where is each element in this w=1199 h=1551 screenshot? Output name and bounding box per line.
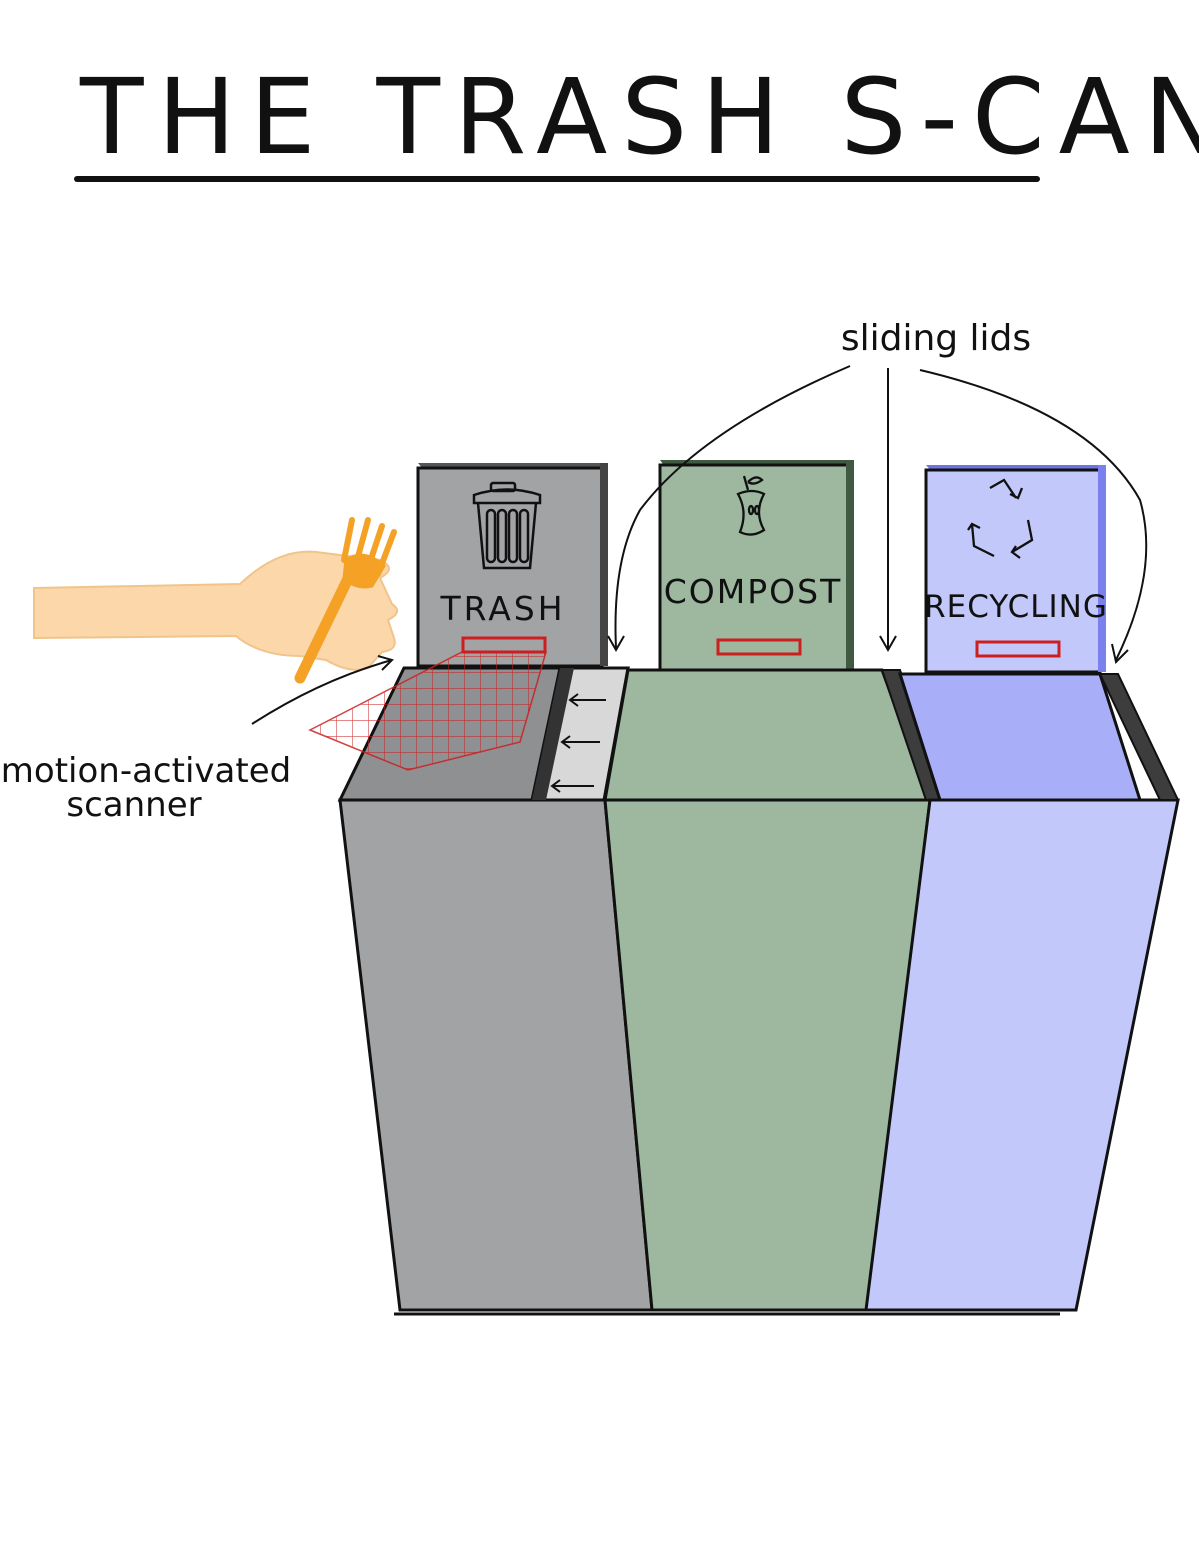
trash-back-panel — [416, 463, 608, 668]
fork-icon — [294, 517, 397, 684]
page-title: THE TRASH S-CAN — [80, 56, 1199, 178]
recycling-bin-body — [864, 672, 1180, 1312]
sliding-lids-annotation: sliding lids — [841, 318, 1031, 359]
scanner-beam — [308, 651, 547, 771]
compost-back-panel — [658, 460, 854, 673]
recycling-back-panel — [924, 465, 1106, 674]
trash-bin-body — [337, 666, 654, 1312]
trash-label: TRASH — [439, 589, 565, 628]
sliding-lids-arrows — [607, 365, 1148, 664]
recycling-slot — [975, 640, 1061, 658]
compost-bin-body — [603, 668, 946, 1312]
scanner-annotation-line1: motion-activated — [1, 751, 291, 791]
hand-icon — [33, 550, 399, 671]
compost-label: COMPOST — [664, 572, 842, 611]
apple-core-icon — [736, 475, 766, 536]
trash-can-icon — [472, 481, 542, 570]
recycling-label: RECYCLING — [924, 589, 1108, 625]
compost-slot — [716, 638, 802, 656]
title-underline — [74, 176, 1040, 182]
scanner-arrow — [251, 655, 394, 725]
recycle-icon — [967, 478, 1034, 559]
scanner-annotation-line2: scanner — [66, 785, 201, 825]
